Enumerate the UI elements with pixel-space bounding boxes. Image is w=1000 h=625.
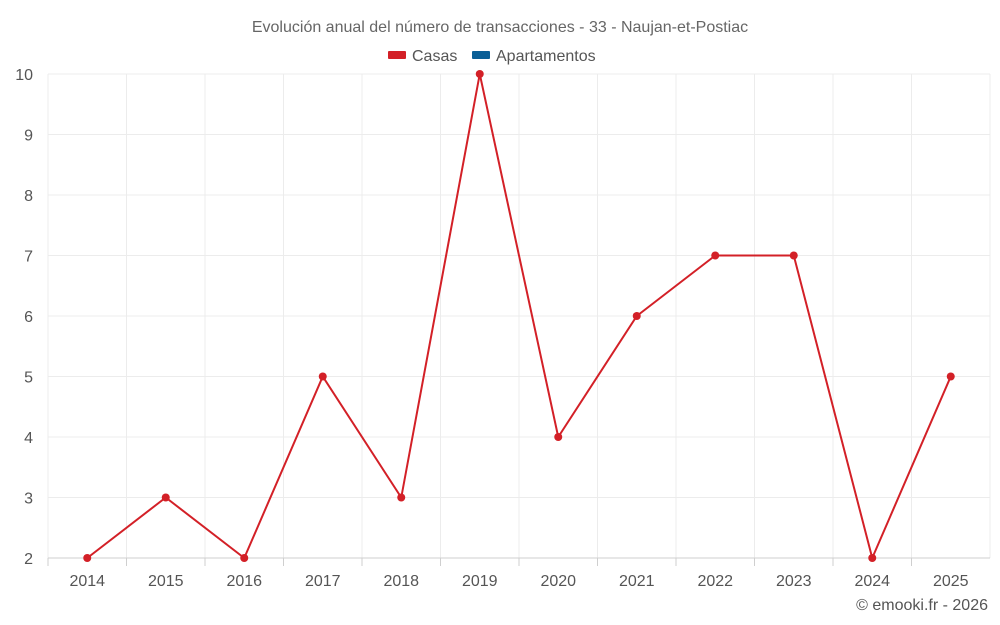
legend-item-casas[interactable]: Casas bbox=[388, 48, 457, 65]
legend-swatch-casas bbox=[388, 51, 406, 59]
data-point-casas-2020[interactable] bbox=[554, 433, 563, 441]
x-tick-label: 2025 bbox=[933, 573, 969, 590]
x-tick-label: 2023 bbox=[776, 573, 812, 590]
y-tick-label: 2 bbox=[24, 551, 33, 568]
y-tick-label: 9 bbox=[24, 128, 33, 145]
data-point-casas-2019[interactable] bbox=[475, 70, 484, 78]
data-point-casas-2016[interactable] bbox=[240, 554, 249, 562]
x-tick-label: 2018 bbox=[383, 573, 419, 590]
x-tick-label: 2015 bbox=[148, 573, 184, 590]
series-line-casas bbox=[86, 73, 952, 559]
y-tick-label: 4 bbox=[24, 430, 33, 447]
x-tick-label: 2019 bbox=[462, 573, 498, 590]
data-point-casas-2025[interactable] bbox=[946, 372, 955, 381]
legend-label-casas: Casas bbox=[412, 48, 457, 65]
x-tick-label: 2016 bbox=[226, 573, 262, 590]
x-tick-label: 2014 bbox=[69, 573, 105, 590]
y-tick-label: 5 bbox=[24, 370, 33, 387]
series-layer bbox=[83, 70, 955, 562]
data-point-casas-2017[interactable] bbox=[318, 372, 327, 381]
data-point-casas-2024[interactable] bbox=[868, 554, 877, 562]
y-tick-label: 8 bbox=[24, 188, 33, 205]
x-tick-label: 2021 bbox=[619, 573, 655, 590]
data-point-casas-2023[interactable] bbox=[789, 251, 798, 260]
credit-text: © emooki.fr - 2026 bbox=[856, 597, 988, 614]
legend-swatch-apartamentos bbox=[472, 51, 490, 59]
x-tick-label: 2022 bbox=[697, 573, 733, 590]
x-tick-label: 2020 bbox=[540, 573, 576, 590]
data-point-casas-2018[interactable] bbox=[397, 493, 406, 502]
legend: Casas Apartamentos bbox=[388, 48, 596, 65]
y-axis-ticks: 2 3 4 5 6 7 8 9 10 bbox=[15, 67, 33, 568]
y-tick-label: 6 bbox=[24, 309, 33, 326]
x-tick-label: 2024 bbox=[854, 573, 890, 590]
y-tick-label: 7 bbox=[24, 249, 33, 266]
data-point-casas-2022[interactable] bbox=[711, 251, 720, 260]
grid bbox=[47, 73, 991, 559]
data-point-casas-2015[interactable] bbox=[161, 493, 170, 502]
y-tick-label: 3 bbox=[24, 491, 33, 508]
legend-label-apartamentos: Apartamentos bbox=[496, 48, 596, 65]
chart-title: Evolución anual del número de transaccio… bbox=[252, 19, 748, 36]
x-tick-label: 2017 bbox=[305, 573, 341, 590]
data-point-casas-2014[interactable] bbox=[83, 554, 92, 562]
x-axis-ticks: 2014 2015 2016 2017 2018 2019 2020 2021 2022 2023… bbox=[47, 558, 969, 590]
legend-item-apartamentos[interactable]: Apartamentos bbox=[472, 48, 596, 65]
data-point-casas-2021[interactable] bbox=[632, 312, 641, 320]
y-tick-label: 10 bbox=[15, 67, 33, 84]
